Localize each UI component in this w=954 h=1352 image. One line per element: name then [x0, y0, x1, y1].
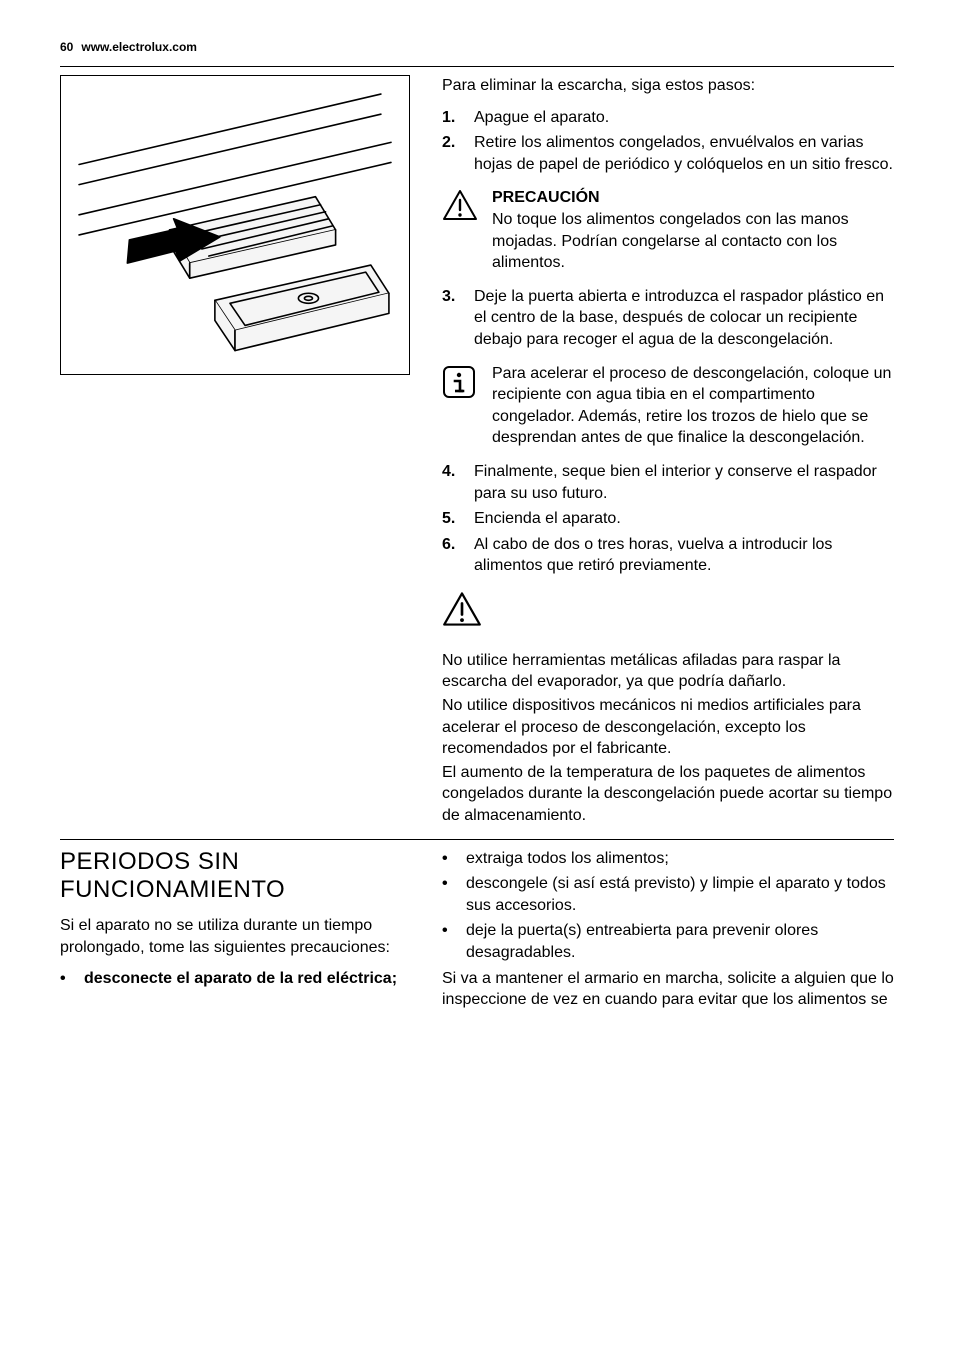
section2-left-bullets: • desconecte el aparato de la red eléctr… — [60, 968, 410, 990]
list-item: • extraiga todos los alimentos; — [442, 848, 894, 870]
figure-container — [60, 75, 410, 375]
step-text: Apague el aparato. — [474, 107, 609, 129]
section-periodos: PERIODOS SIN FUNCIONAMIENTO Si el aparat… — [60, 848, 894, 1013]
page-header: 60 www.electrolux.com — [60, 40, 894, 54]
step-item: 1. Apague el aparato. — [442, 107, 894, 129]
bullet-text: deje la puerta(s) entreabierta para prev… — [466, 920, 894, 963]
step-item: 3. Deje la puerta abierta e introduzca e… — [442, 286, 894, 351]
step-text: Al cabo de dos o tres horas, vuelva a in… — [474, 534, 894, 577]
warning-icon-standalone — [442, 591, 894, 632]
main-columns: Para eliminar la escarcha, siga estos pa… — [60, 75, 894, 829]
site-url: www.electrolux.com — [81, 40, 197, 54]
left-column — [60, 75, 410, 829]
caution-callout: PRECAUCIÓN No toque los alimentos congel… — [442, 187, 894, 273]
section-rule — [60, 839, 894, 840]
step-number: 5. — [442, 508, 462, 530]
step-text: Encienda el aparato. — [474, 508, 621, 530]
step-number: 1. — [442, 107, 462, 129]
bullet-marker: • — [442, 848, 456, 870]
step-item: 5. Encienda el aparato. — [442, 508, 894, 530]
list-item: • desconecte el aparato de la red eléctr… — [60, 968, 410, 990]
steps-list-3: 4. Finalmente, seque bien el interior y … — [442, 461, 894, 577]
bullet-marker: • — [60, 968, 74, 990]
caution-body: PRECAUCIÓN No toque los alimentos congel… — [492, 187, 894, 273]
step-item: 2. Retire los alimentos congelados, envu… — [442, 132, 894, 175]
caution-title: PRECAUCIÓN — [492, 187, 894, 209]
header-rule — [60, 66, 894, 67]
warning-paragraph: No utilice herramientas metálicas afilad… — [442, 650, 894, 693]
bullet-marker: • — [442, 920, 456, 963]
step-text: Retire los alimentos congelados, envuélv… — [474, 132, 894, 175]
list-item: • descongele (si así está previsto) y li… — [442, 873, 894, 916]
section2-intro: Si el aparato no se utiliza durante un t… — [60, 915, 410, 958]
section-title: PERIODOS SIN FUNCIONAMIENTO — [60, 848, 410, 906]
step-number: 4. — [442, 461, 462, 504]
defrost-scraper-illustration — [69, 84, 401, 366]
bullet-marker: • — [442, 873, 456, 916]
info-text: Para acelerar el proceso de descongelaci… — [492, 363, 894, 449]
page-number: 60 — [60, 40, 73, 54]
right-column: Para eliminar la escarcha, siga estos pa… — [442, 75, 894, 829]
step-text: Finalmente, seque bien el interior y con… — [474, 461, 894, 504]
step-number: 6. — [442, 534, 462, 577]
bullet-text: desconecte el aparato de la red eléctric… — [84, 968, 397, 990]
steps-list-1: 1. Apague el aparato. 2. Retire los alim… — [442, 107, 894, 176]
section2-right-bullets: • extraiga todos los alimentos; • descon… — [442, 848, 894, 964]
step-item: 4. Finalmente, seque bien el interior y … — [442, 461, 894, 504]
caution-text: No toque los alimentos congelados con la… — [492, 209, 894, 274]
step-text: Deje la puerta abierta e introduzca el r… — [474, 286, 894, 351]
list-item: • deje la puerta(s) entreabierta para pr… — [442, 920, 894, 963]
defrost-intro: Para eliminar la escarcha, siga estos pa… — [442, 75, 894, 97]
step-item: 6. Al cabo de dos o tres horas, vuelva a… — [442, 534, 894, 577]
info-callout: Para acelerar el proceso de descongelaci… — [442, 363, 894, 449]
section2-right: • extraiga todos los alimentos; • descon… — [442, 848, 894, 1013]
warning-icon — [442, 187, 478, 273]
info-body: Para acelerar el proceso de descongelaci… — [492, 363, 894, 449]
section2-trailing: Si va a mantener el armario en marcha, s… — [442, 968, 894, 1011]
step-number: 3. — [442, 286, 462, 351]
warning-paragraph: No utilice dispositivos mecánicos ni med… — [442, 695, 894, 760]
section2-left: PERIODOS SIN FUNCIONAMIENTO Si el aparat… — [60, 848, 410, 1013]
bullet-text: extraiga todos los alimentos; — [466, 848, 669, 870]
bullet-text: descongele (si así está previsto) y limp… — [466, 873, 894, 916]
warning-paragraph: El aumento de la temperatura de los paqu… — [442, 762, 894, 827]
steps-list-2: 3. Deje la puerta abierta e introduzca e… — [442, 286, 894, 351]
step-number: 2. — [442, 132, 462, 175]
info-icon — [442, 363, 478, 449]
